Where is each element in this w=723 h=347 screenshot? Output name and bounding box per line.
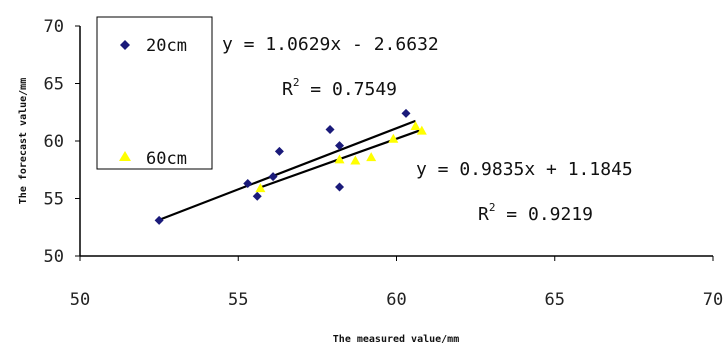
point-20cm (243, 179, 253, 189)
point-60cm (388, 133, 399, 143)
r-squared-60cm: R2 = 0.9219 (478, 201, 593, 225)
point-20cm (401, 108, 411, 118)
y-tick-label: 55 (44, 190, 64, 210)
y-tick-label: 60 (44, 132, 64, 152)
legend-marker-20cm (120, 40, 130, 50)
point-20cm (252, 191, 262, 201)
point-20cm (154, 215, 164, 225)
point-60cm (416, 125, 427, 135)
point-60cm (334, 154, 345, 164)
x-tick-label: 70 (703, 290, 723, 310)
point-20cm (268, 172, 278, 182)
y-axis-label: The forecast value/mm (18, 78, 29, 204)
x-tick-label: 65 (545, 290, 565, 310)
point-20cm (325, 125, 335, 134)
legend-label-60cm: 60cm (146, 149, 187, 169)
legend-label-20cm: 20cm (146, 36, 187, 56)
data-points (154, 108, 427, 225)
y-tick-label: 70 (44, 17, 64, 37)
point-20cm (335, 182, 345, 192)
x-tick-label: 50 (70, 290, 90, 310)
r-squared-20cm: R2 = 0.7549 (282, 76, 397, 100)
point-60cm (350, 155, 361, 165)
legend: 20cm 60cm (96, 16, 213, 170)
equation-20cm: y = 1.0629x - 2.6632 (222, 34, 439, 55)
point-60cm (366, 152, 377, 162)
point-20cm (335, 141, 345, 151)
y-tick-label: 65 (44, 75, 64, 95)
y-tick-label: 50 (44, 247, 64, 267)
x-axis-label: The measured value/mm (333, 334, 459, 345)
trendline-20cm (158, 119, 416, 221)
x-tick-label: 60 (386, 290, 406, 310)
point-60cm (255, 183, 266, 193)
legend-marker-60cm (119, 151, 131, 161)
point-60cm (410, 121, 421, 131)
point-20cm (274, 146, 284, 156)
y-tick-labels: 50 55 60 65 70 (44, 17, 80, 267)
legend-box (96, 16, 213, 170)
x-tick-labels: 50 55 60 65 70 (70, 256, 723, 310)
equation-60cm: y = 0.9835x + 1.1845 (416, 159, 633, 180)
x-tick-label: 55 (228, 290, 248, 310)
